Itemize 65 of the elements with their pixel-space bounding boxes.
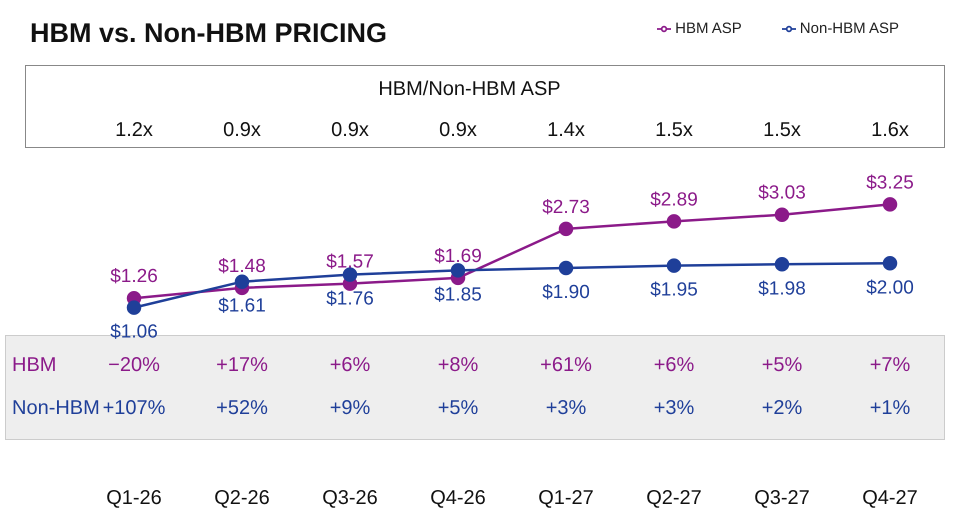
point <box>882 197 898 212</box>
data-label: $1.48 <box>218 256 266 277</box>
point <box>558 222 574 236</box>
x-tick-label: Q3‑26 <box>322 487 378 510</box>
data-label: $2.73 <box>542 196 590 218</box>
data-label: $2.00 <box>866 277 914 298</box>
data-label: $1.06 <box>110 322 158 343</box>
text: +7% <box>868 353 912 377</box>
point <box>882 256 898 271</box>
point <box>774 257 790 272</box>
x-tick-label: Q1‑27 <box>538 487 594 510</box>
text: +9% <box>328 396 372 420</box>
text: +61% <box>539 353 593 377</box>
text: 1.2x <box>114 118 154 142</box>
text: 1.6x <box>870 118 910 142</box>
data-label: $1.69 <box>434 246 482 267</box>
data-label: $3.25 <box>866 172 914 194</box>
text: +107% <box>102 397 166 419</box>
point <box>450 263 466 278</box>
data-label: $1.95 <box>650 280 698 301</box>
x-tick-label: Q1‑26 <box>106 487 162 510</box>
x-tick-label: Q2‑26 <box>214 487 270 510</box>
x-tick-label: Q4‑27 <box>862 487 918 510</box>
text: 0.9x <box>438 118 478 142</box>
data-label: $1.57 <box>326 252 374 273</box>
text: +52% <box>215 396 269 420</box>
text: 1.5x <box>654 118 694 142</box>
text: −20% <box>107 353 161 377</box>
data-label: $1.76 <box>326 288 374 310</box>
point <box>666 214 682 229</box>
data-label: $1.98 <box>758 278 806 300</box>
text: Non‑HBM <box>12 396 101 420</box>
data-label: $2.89 <box>650 189 698 210</box>
point <box>234 274 250 289</box>
x-tick-label: Q4‑26 <box>430 487 486 510</box>
text: +8% <box>436 353 480 377</box>
data-label: $1.90 <box>542 282 590 304</box>
text: +1% <box>868 396 912 420</box>
text: 1.5x <box>762 118 802 142</box>
data-label: $1.61 <box>218 296 266 317</box>
point <box>558 260 574 276</box>
text: +5% <box>436 396 480 420</box>
x-tick-label: Q3‑27 <box>754 487 810 510</box>
point <box>774 207 790 222</box>
text: HBM <box>12 353 58 377</box>
point <box>126 300 142 315</box>
data-label: $3.03 <box>758 182 806 204</box>
text: +17% <box>215 353 269 377</box>
text: +2% <box>760 396 804 420</box>
legend-label: Non‑HBM ASP <box>800 20 899 37</box>
text: HBM/Non‑HBM ASP <box>377 77 562 101</box>
text: +6% <box>652 353 696 377</box>
data-label: $1.85 <box>434 284 482 306</box>
point <box>666 258 682 273</box>
chart-title: HBM vs. Non‑HBM PRICING <box>30 18 387 49</box>
text: +6% <box>328 353 372 377</box>
text: 1.4x <box>546 118 586 142</box>
text: +5% <box>760 353 804 377</box>
text: 0.9x <box>222 118 262 142</box>
data-label: $1.26 <box>110 266 158 288</box>
x-tick-label: Q2‑27 <box>646 487 702 510</box>
text: 0.9x <box>330 118 370 142</box>
legend-label: HBM ASP <box>675 20 742 37</box>
text: +3% <box>652 396 696 420</box>
text: +3% <box>544 396 588 420</box>
